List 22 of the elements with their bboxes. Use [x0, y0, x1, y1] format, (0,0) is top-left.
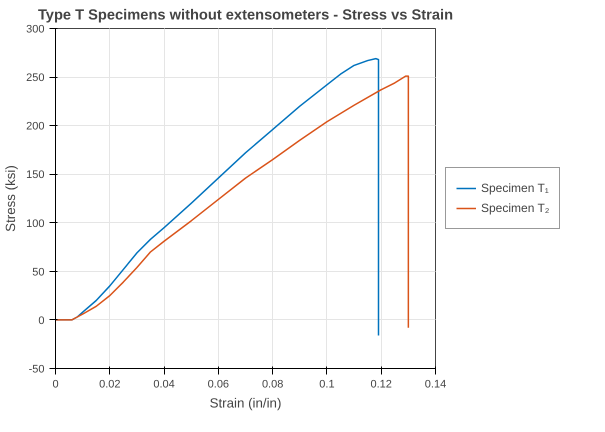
x-axis-title: Strain (in/in): [210, 396, 282, 410]
y-tick-label: 250: [26, 72, 45, 84]
y-axis-title: Stress (ksi): [3, 165, 18, 232]
y-tick-label: 150: [26, 169, 45, 182]
legend-label: Specimen T₂: [481, 201, 550, 215]
x-tick-label: 0.1: [319, 378, 335, 390]
x-tick-label: 0: [52, 378, 59, 390]
x-tick-label: 0.04: [153, 378, 175, 390]
y-tick-label: 50: [32, 266, 45, 278]
y-tick-label: 200: [26, 120, 45, 133]
y-tick-label: 100: [26, 218, 45, 230]
x-tick-label: 0.08: [262, 378, 284, 390]
x-tick-label: 0.06: [208, 378, 230, 390]
x-tick-label: 0.12: [370, 378, 392, 390]
y-tick-label: -50: [28, 364, 45, 376]
y-tick-label: 0: [38, 314, 45, 327]
x-tick-label: 0.02: [99, 378, 121, 390]
x-tick-label: 0.14: [424, 378, 446, 390]
y-tick-label: 300: [26, 24, 45, 36]
line-series: [56, 75, 410, 328]
chart-title: Type T Specimens without extensometers - Stress vs Strain: [38, 8, 454, 24]
legend-label: Specimen T₁: [481, 181, 549, 195]
